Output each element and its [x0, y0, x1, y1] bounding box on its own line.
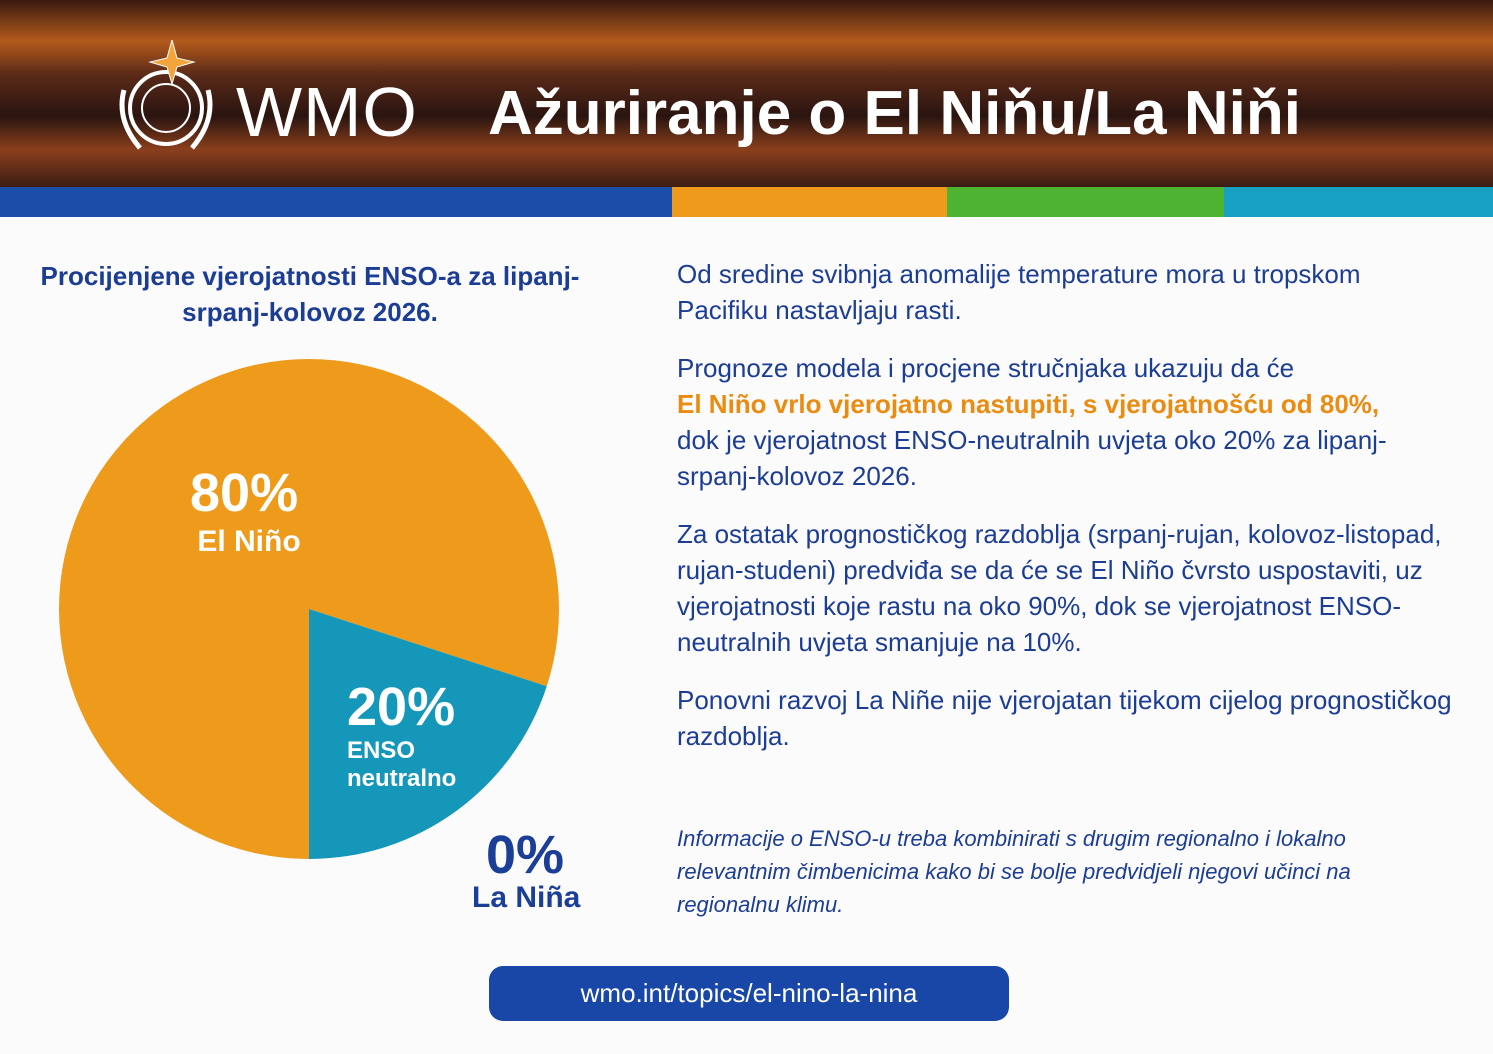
color-bar [672, 187, 947, 217]
color-bar [0, 187, 672, 217]
note: Informacije o ENSO-u treba kombinirati s… [677, 826, 1351, 917]
logo [119, 40, 213, 150]
category-label: ENSO neutralno [347, 737, 457, 792]
chart-title: Procijenjene vjerojatnosti ENSO-a za lip… [40, 261, 580, 327]
paragraph-text: Od sredine svibnja anomalije temperature… [677, 259, 1361, 325]
org-name: WMO [236, 73, 418, 151]
paragraph: Od sredine svibnja anomalije temperature… [677, 256, 1457, 328]
category-label: La Niña [472, 881, 581, 914]
text-column: Od sredine svibnja anomalije temperature… [677, 256, 1457, 776]
value-label: 80% [190, 463, 299, 523]
color-bar [1224, 187, 1493, 217]
paragraph-text: dok je vjerojatnost ENSO-neutralnih uvje… [677, 425, 1387, 491]
pie-slice [309, 609, 547, 859]
paragraph-text: Prognoze modela i procjene stručnjaka uk… [677, 353, 1295, 383]
pie-chart [59, 359, 559, 859]
category-label: El Niño [197, 525, 301, 558]
paragraph-text: Ponovni razvoj La Niñe nije vjerojatan t… [677, 685, 1452, 751]
value-label: 0% [486, 825, 565, 885]
page-title: Ažuriranje o El Niňu/La Niňi [488, 79, 1301, 148]
highlight-text: El Niño vrlo vjerojatno nastupiti, s vje… [677, 389, 1380, 419]
color-bar [947, 187, 1224, 217]
value-label: 20% [347, 677, 456, 737]
paragraph: Za ostatak prognostičkog razdoblja (srpa… [677, 516, 1457, 660]
link-button[interactable]: wmo.int/topics/el-nino-la-nina [489, 966, 1009, 1021]
header-banner: WMO Ažuriranje o El Niňu/La Niňi [0, 0, 1493, 187]
paragraph: Prognoze modela i procjene stručnjaka uk… [677, 350, 1457, 494]
paragraph-text: Za ostatak prognostičkog razdoblja (srpa… [677, 519, 1442, 657]
paragraph: Ponovni razvoj La Niñe nije vjerojatan t… [677, 682, 1457, 754]
